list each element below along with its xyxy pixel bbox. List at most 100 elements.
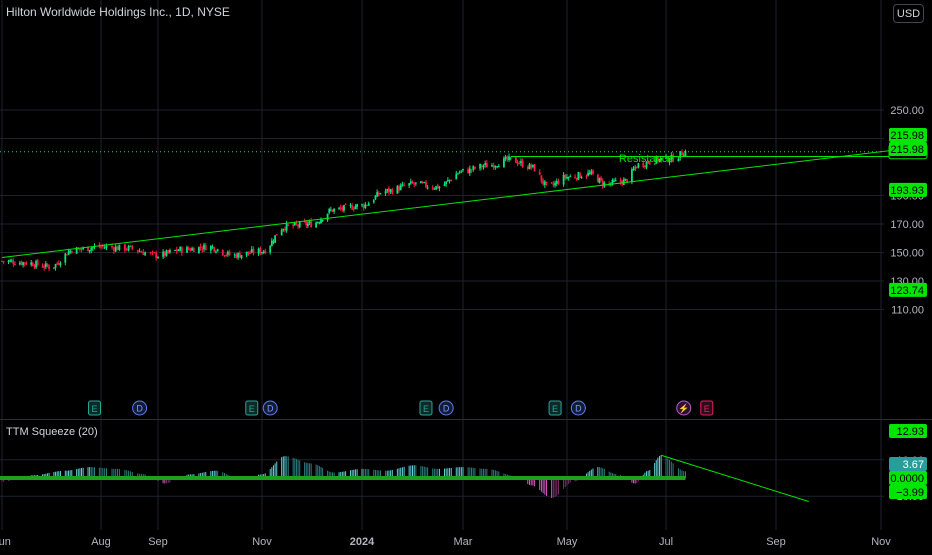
earnings-icon[interactable] bbox=[245, 400, 259, 416]
candle-body bbox=[308, 221, 311, 224]
candle-body bbox=[1, 260, 3, 262]
candle-body bbox=[472, 166, 475, 170]
candle-body bbox=[580, 177, 583, 179]
candle-body bbox=[259, 247, 262, 254]
candle-body bbox=[598, 177, 601, 183]
candle-body bbox=[297, 224, 299, 227]
candle-body bbox=[177, 250, 180, 252]
dividend-icon[interactable] bbox=[262, 400, 278, 416]
candle-body bbox=[660, 158, 663, 160]
indicator-title[interactable]: TTM Squeeze (20) bbox=[6, 426, 98, 438]
candle-body bbox=[151, 251, 154, 253]
indicator-axis[interactable]: 10.00−10.0012.933.670.0000−3.99 bbox=[889, 424, 927, 503]
candle-body bbox=[590, 171, 593, 174]
candle-body bbox=[14, 264, 16, 266]
candle-body bbox=[543, 181, 546, 186]
candle-body bbox=[70, 250, 73, 254]
dividend-icon[interactable] bbox=[132, 400, 148, 416]
earnings-icon[interactable] bbox=[88, 400, 102, 416]
candle-body bbox=[316, 222, 319, 224]
candle-body bbox=[199, 246, 202, 248]
trendline-rising-support[interactable] bbox=[1, 147, 914, 258]
candle-body bbox=[491, 165, 493, 167]
candle-body bbox=[30, 262, 33, 265]
candle-body bbox=[272, 241, 275, 243]
candle-body bbox=[550, 182, 553, 184]
candle-body bbox=[670, 155, 673, 161]
price-axis[interactable]: 250.00230.00190.00170.00150.00130.00110.… bbox=[888, 105, 928, 317]
candle-body bbox=[455, 173, 458, 180]
candle-body bbox=[389, 189, 392, 192]
dividend-icon[interactable] bbox=[570, 400, 586, 416]
candle-body bbox=[125, 249, 128, 251]
candle-body bbox=[611, 179, 614, 184]
candle-body bbox=[91, 247, 94, 249]
candle-body bbox=[681, 151, 683, 156]
candle-body bbox=[494, 166, 497, 168]
candle-body bbox=[204, 244, 207, 251]
candle-body bbox=[569, 176, 572, 178]
earnings-icon[interactable] bbox=[548, 400, 562, 416]
currency-button[interactable]: USD bbox=[893, 4, 924, 23]
candle-body bbox=[237, 253, 240, 258]
candle-body bbox=[209, 245, 212, 251]
split-icon[interactable] bbox=[676, 400, 692, 416]
candle-body bbox=[566, 176, 568, 179]
candle-body bbox=[187, 247, 190, 250]
candle-body bbox=[238, 253, 241, 258]
candle-body bbox=[409, 181, 412, 184]
price-label-box bbox=[889, 142, 927, 156]
candle-body bbox=[262, 251, 265, 254]
candle-body bbox=[526, 167, 529, 169]
candle-body bbox=[25, 262, 28, 265]
candle-body bbox=[564, 174, 567, 178]
candle-body bbox=[54, 264, 57, 268]
candle-body bbox=[35, 260, 37, 268]
candle-body bbox=[174, 249, 176, 251]
candle-body bbox=[7, 260, 10, 262]
candle-body bbox=[532, 164, 534, 167]
earnings-icon[interactable] bbox=[700, 400, 714, 416]
chart-title: Hilton Worldwide Holdings Inc., 1D, NYSE bbox=[6, 5, 230, 19]
indicator-value-box bbox=[889, 424, 927, 438]
candle-body bbox=[282, 228, 285, 231]
candle-body bbox=[175, 249, 178, 252]
candle-body bbox=[257, 248, 260, 254]
candle-body bbox=[269, 245, 272, 253]
candle-body bbox=[446, 180, 449, 182]
pane-separator[interactable] bbox=[0, 419, 932, 420]
earnings-icon[interactable] bbox=[419, 400, 433, 416]
candle-body bbox=[425, 181, 427, 188]
candle-body bbox=[518, 163, 521, 165]
candle-body bbox=[435, 186, 437, 190]
candle-body bbox=[186, 247, 188, 253]
candle-body bbox=[361, 204, 363, 206]
indicator-trendline[interactable] bbox=[660, 454, 809, 502]
candle-body bbox=[431, 187, 434, 189]
candle-body bbox=[379, 193, 382, 195]
candle-body bbox=[189, 249, 192, 251]
candle-body bbox=[445, 181, 448, 184]
candle-body bbox=[653, 163, 656, 165]
candle-body bbox=[391, 189, 394, 194]
time-tick-label: Mar bbox=[454, 536, 473, 548]
candle-body bbox=[448, 179, 451, 181]
candle-body bbox=[470, 169, 473, 171]
price-tick-label: 170.00 bbox=[890, 219, 924, 231]
candle-body bbox=[497, 166, 500, 168]
dividend-icon[interactable] bbox=[438, 400, 454, 416]
time-tick-label: Jul bbox=[659, 536, 673, 548]
candle-body bbox=[508, 156, 510, 161]
time-axis[interactable]: Jun Aug Sep Nov 2024 Mar May Jul Sep Nov bbox=[0, 536, 891, 548]
event-markers: E D E D E D E D ⚡ E bbox=[88, 400, 714, 416]
candle-body bbox=[162, 251, 165, 257]
candle-body bbox=[198, 246, 200, 253]
candle-body bbox=[665, 155, 667, 159]
candle-body bbox=[66, 254, 68, 256]
candle-body bbox=[538, 172, 541, 175]
candle-body bbox=[142, 251, 145, 255]
candle-body bbox=[215, 251, 217, 253]
candle-body bbox=[36, 260, 39, 266]
